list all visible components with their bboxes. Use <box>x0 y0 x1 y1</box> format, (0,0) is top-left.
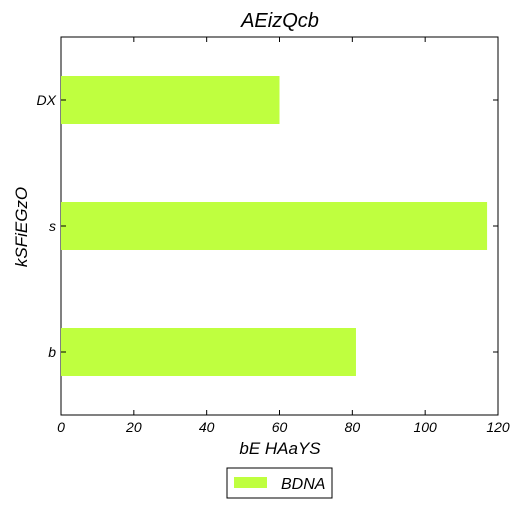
y-tick-label: b <box>48 344 56 360</box>
bars-layer <box>61 76 488 376</box>
ticks-layer: DX s b 0 20 40 60 80 100 120 <box>37 37 510 435</box>
bar-s <box>61 202 488 250</box>
x-tick-label: 120 <box>486 419 510 435</box>
y-tick-label: s <box>49 218 56 234</box>
x-tick-label: 80 <box>345 419 361 435</box>
x-tick-label: 100 <box>413 419 437 435</box>
y-tick-label: DX <box>37 92 57 108</box>
legend: BDNA <box>226 467 333 499</box>
x-tick-label: 20 <box>125 419 142 435</box>
legend-swatch <box>234 477 267 488</box>
chart-title: AEizQcb <box>240 10 319 32</box>
y-axis-label: kSFiEGzO <box>12 187 31 267</box>
legend-label: BDNA <box>281 476 325 493</box>
bar-DX <box>61 76 280 124</box>
x-axis-label: bE HAaYS <box>239 439 321 458</box>
x-tick-label: 40 <box>199 419 215 435</box>
x-tick-label: 0 <box>57 419 65 435</box>
x-tick-label: 60 <box>272 419 288 435</box>
bar-b <box>61 328 356 376</box>
